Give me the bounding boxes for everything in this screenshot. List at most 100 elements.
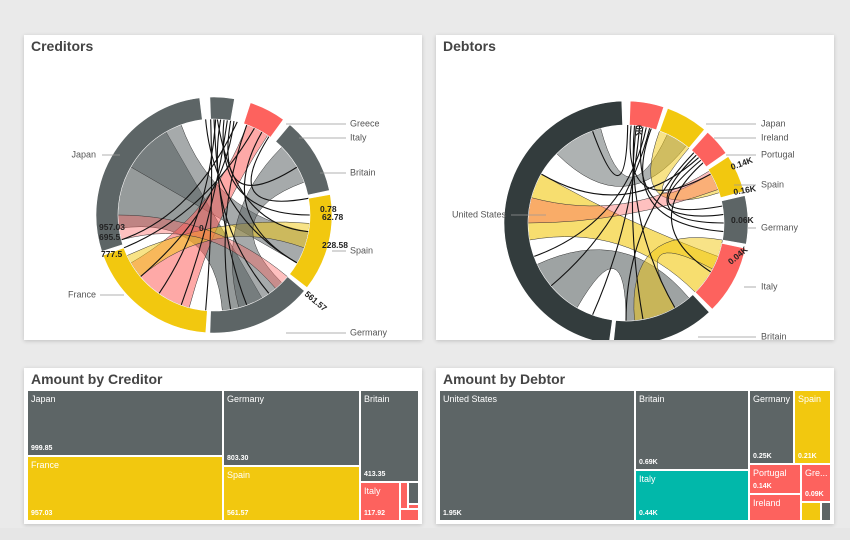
chord-arc[interactable]	[102, 247, 208, 334]
treemap-tile[interactable]: Japan 999.85	[27, 390, 223, 456]
chord-arc[interactable]	[209, 276, 305, 334]
treemap-tile-value: 0.21K	[798, 453, 817, 460]
chord-arc[interactable]	[503, 100, 623, 340]
node-label: Italy	[761, 281, 778, 291]
node-label: Spain	[761, 179, 784, 189]
treemap-tile-label: Gre...	[805, 468, 828, 478]
chord-line	[123, 127, 256, 249]
chord-line	[631, 125, 644, 320]
value-label: 561.57	[303, 289, 330, 314]
value-label: 957.03	[99, 222, 125, 232]
node-label: Japan	[71, 149, 96, 159]
chord-line	[216, 118, 309, 233]
treemap-tile-label: Portugal	[753, 468, 787, 478]
chord-arc[interactable]	[289, 194, 333, 289]
debtors-title: Debtors	[443, 38, 496, 54]
chord-arc[interactable]	[707, 156, 745, 199]
chord-arc[interactable]	[613, 294, 710, 340]
node-label: Ireland	[761, 132, 789, 142]
chord-line	[205, 119, 213, 311]
treemap-tile-value: 803.30	[227, 455, 249, 462]
node-label: Portugal	[761, 149, 795, 159]
treemap-tile[interactable]	[408, 504, 419, 509]
chord-arc[interactable]	[209, 96, 235, 121]
treemap-tile-label: Spain	[798, 394, 822, 404]
node-label: Germany	[350, 327, 388, 337]
chord-line	[666, 154, 725, 224]
chord-arc[interactable]	[629, 100, 665, 131]
value-label: 0.16K	[733, 183, 758, 197]
chord-line	[670, 162, 712, 273]
node-label: Britain	[761, 331, 787, 340]
debtors-chord-chart[interactable]: Japan Ireland Portugal Spain Germany Italy Bri…	[436, 35, 834, 340]
treemap-tile[interactable]	[408, 482, 419, 504]
chord-line	[667, 159, 723, 211]
value-label: 62.78	[322, 212, 344, 222]
creditors-title: Creditors	[31, 38, 94, 54]
treemap-tile-value: 0.09K	[805, 491, 824, 498]
treemap-tile[interactable]: Britain 0.69K	[635, 390, 749, 470]
node-label: Japan	[761, 118, 786, 128]
chord-arc[interactable]	[659, 107, 705, 149]
chord-line	[632, 125, 676, 309]
treemap-tile[interactable]: Gre... 0.09K	[801, 464, 831, 502]
value-label: 0.06K	[731, 215, 755, 225]
node-label: Britain	[350, 167, 376, 177]
creditor-treemap: Japan 999.85 France 957.03 Germany 803.30 Spai…	[27, 390, 419, 521]
treemap-tile[interactable]: Spain 561.57	[223, 466, 360, 521]
treemap-tile[interactable]: Germany 0.25K	[749, 390, 794, 464]
creditors-chord-chart[interactable]: Greece Italy Britain Spain Germany Japan Franc…	[24, 35, 422, 340]
chord-arc[interactable]	[243, 102, 284, 138]
treemap-tile[interactable]	[821, 502, 831, 521]
chord-arc[interactable]	[691, 131, 727, 168]
treemap-tile[interactable]: Germany 803.30	[223, 390, 360, 466]
chord-line	[140, 121, 235, 278]
treemap-tile[interactable]	[400, 482, 408, 509]
treemap-tile-label: Germany	[227, 394, 265, 404]
chord-line	[642, 128, 724, 233]
chord-arc[interactable]	[275, 124, 330, 196]
treemap-tile[interactable]: United States 1.95K	[439, 390, 635, 521]
chord-line	[227, 120, 298, 186]
node-label: Spain	[350, 245, 373, 255]
treemap-tile-value: 561.57	[227, 510, 249, 517]
treemap-tile-label: United States	[443, 394, 498, 404]
node-label: Italy	[350, 132, 367, 142]
debtor-treemap: United States 1.95K Britain 0.69K Italy 0.44K…	[439, 390, 831, 521]
treemap-tile[interactable]: Italy 117.92	[360, 482, 400, 521]
treemap-tile[interactable]: Italy 0.44K	[635, 470, 749, 521]
treemap-tile-value: 413.35	[364, 471, 386, 478]
treemap-tile-label: Ireland	[753, 498, 781, 508]
value-label: 0.78	[320, 204, 337, 214]
treemap-tile[interactable]: Spain 0.21K	[794, 390, 831, 464]
treemap-tile[interactable]: Britain 413.35	[360, 390, 419, 482]
chord-line	[224, 124, 248, 310]
page-footer-strip	[0, 528, 850, 540]
chord-line	[639, 126, 724, 217]
chord-arc[interactable]	[95, 97, 203, 252]
treemap-tile[interactable]: France 957.03	[27, 456, 223, 521]
treemap-tile-value: 0.25K	[753, 453, 772, 460]
chord-line	[250, 136, 309, 202]
treemap-tile-label: Britain	[639, 394, 665, 404]
chord-line	[625, 152, 695, 322]
treemap-tile-value: 999.85	[31, 445, 53, 452]
node-label: France	[68, 289, 96, 299]
treemap-tile[interactable]	[400, 509, 419, 521]
treemap-tile-value: 117.92	[364, 510, 386, 517]
treemap-tile-label: Japan	[31, 394, 56, 404]
treemap-tile-value: 0.69K	[639, 459, 658, 466]
value-label: 0.14K	[729, 154, 755, 171]
treemap-tile-label: Italy	[364, 486, 381, 496]
treemap-tile[interactable]: Ireland	[749, 494, 801, 521]
chord-arc[interactable]	[721, 195, 749, 245]
chord-arc[interactable]	[694, 243, 746, 310]
treemap-tile-value: 0.14K	[753, 483, 772, 490]
treemap-tile[interactable]	[801, 502, 821, 521]
value-label: 777.5	[101, 249, 123, 259]
treemap-tile[interactable]: Portugal 0.14K	[749, 464, 801, 494]
value-label: 0K	[634, 125, 644, 137]
node-label: Greece	[350, 118, 380, 128]
treemap-tile-label: Spain	[227, 470, 251, 480]
treemap-tile-label: France	[31, 460, 60, 470]
